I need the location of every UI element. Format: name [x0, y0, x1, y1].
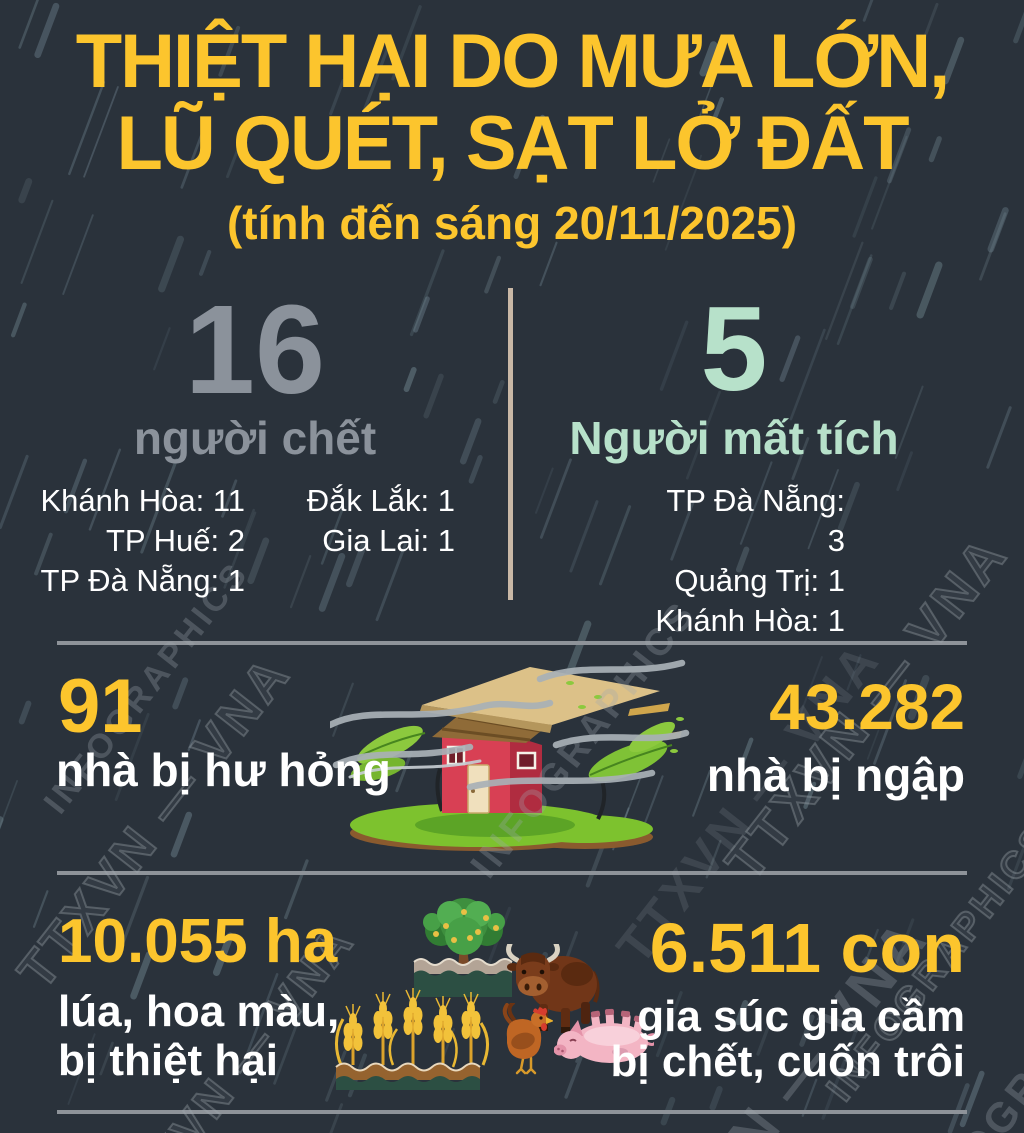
missing-label: Người mất tích	[569, 412, 899, 464]
houses-damaged-label: nhà bị hư hỏng	[56, 744, 391, 796]
cow-head	[506, 944, 560, 996]
agriculture-label-line2: bị thiệt hại	[58, 1036, 278, 1085]
breakdown-item: TP Đà Nẵng: 3	[666, 483, 845, 558]
breakdown-item: Quảng Trị: 1	[674, 563, 845, 598]
flooded-rice-field-icon	[335, 988, 489, 1090]
bent-pole	[596, 780, 607, 820]
deaths-value: 16	[184, 279, 326, 420]
page-title-line1: THIỆT HẠI DO MƯA LỚN,	[75, 19, 951, 104]
page-title-line2: LŨ QUÉT, SẠT LỞ ĐẤT	[116, 101, 909, 186]
dead-pig-icon	[554, 1008, 654, 1063]
deaths-breakdown-col2: Đắk Lắk: 1 Gia Lai: 1	[250, 481, 455, 561]
houses-damaged-value: 91	[58, 664, 143, 749]
missing-value: 5	[700, 282, 768, 416]
breakdown-item: TP Đà Nẵng: 1	[40, 563, 245, 598]
livestock-label-line2: bị chết, cuốn trôi	[610, 1037, 965, 1086]
breakdown-item: Gia Lai: 1	[322, 523, 455, 558]
deaths-breakdown-col1: Khánh Hòa: 11 TP Huế: 2 TP Đà Nẵng: 1	[40, 481, 245, 601]
agriculture-value: 10.055 ha	[58, 907, 338, 976]
island	[350, 803, 653, 851]
house-body	[436, 703, 542, 814]
livestock-label-line1: gia súc gia cầm	[637, 992, 965, 1041]
tree-fruits	[433, 909, 499, 943]
cow-icon	[506, 944, 600, 1033]
flooded-tree-icon	[413, 898, 513, 997]
houses-flooded-value: 43.282	[769, 671, 965, 743]
livestock-value: 6.511 con	[649, 909, 965, 987]
storm-damaged-house-icon	[330, 659, 690, 851]
agriculture-label-line1: lúa, hoa màu,	[58, 987, 340, 1036]
houses-flooded-label: nhà bị ngập	[706, 749, 965, 801]
wheat-leaves	[335, 1018, 489, 1068]
breakdown-item: Khánh Hòa: 11	[40, 483, 245, 518]
wind-swirls	[330, 659, 690, 791]
breakdown-item: Khánh Hòa: 1	[655, 603, 845, 638]
pig-head	[554, 1020, 585, 1059]
vertical-divider	[508, 288, 513, 600]
bent-pole	[435, 768, 444, 812]
section-divider-middle	[57, 871, 967, 875]
breakdown-item: Đắk Lắk: 1	[306, 483, 455, 518]
missing-breakdown: TP Đà Nẵng: 3 Quảng Trị: 1 Khánh Hòa: 1	[645, 481, 845, 641]
section-divider-top	[57, 641, 967, 645]
chicken-icon	[502, 1003, 553, 1075]
section-divider-bottom	[57, 1110, 967, 1114]
wheat-ears	[343, 988, 481, 1067]
page-subtitle: (tính đến sáng 20/11/2025)	[226, 197, 798, 249]
deaths-label: người chết	[133, 412, 377, 464]
breakdown-item: TP Huế: 2	[105, 523, 245, 558]
